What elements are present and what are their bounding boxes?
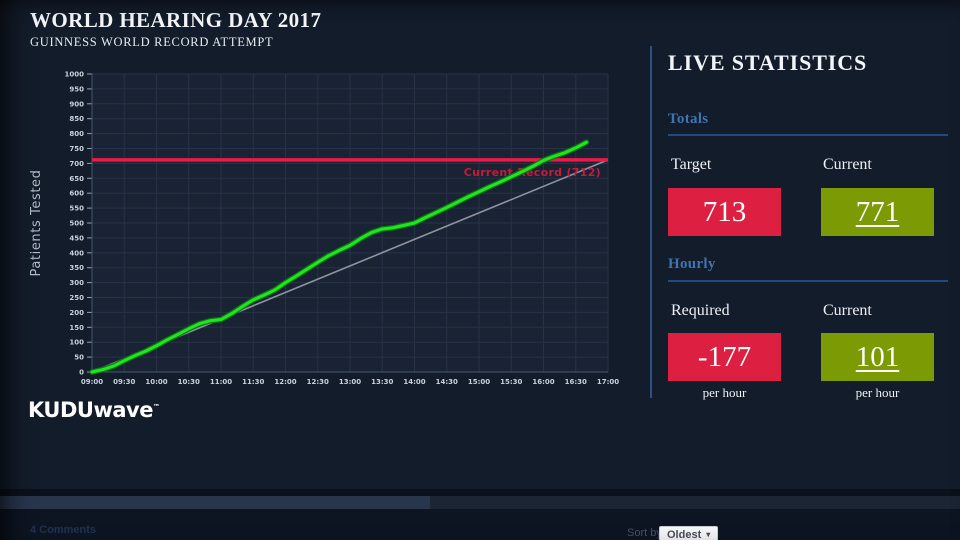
panel-divider <box>650 46 652 398</box>
totals-target-value-box: 713 <box>668 188 781 236</box>
current-record-annotation: Current Record (712) <box>464 166 601 179</box>
x-tick-label: 11:00 <box>210 378 232 386</box>
x-tick-label: 10:30 <box>178 378 200 386</box>
y-tick-label: 600 <box>69 190 84 198</box>
totals-target-value: 713 <box>702 196 747 228</box>
page-title: WORLD HEARING DAY 2017 <box>30 8 322 32</box>
hourly-required-value-box: -177 <box>668 333 781 381</box>
x-tick-label: 16:00 <box>532 378 554 386</box>
x-tick-label: 12:00 <box>274 378 296 386</box>
y-tick-label: 800 <box>69 130 84 138</box>
totals-underline <box>668 134 948 136</box>
x-tick-label: 14:00 <box>403 378 425 386</box>
x-tick-label: 09:00 <box>81 378 103 386</box>
patients-tested-line-chart: 0 50 100 150 200 250 300 350 400 450 500 550 600 650 7… <box>29 71 619 387</box>
hourly-underline <box>668 280 948 282</box>
hourly-required-label: Required <box>671 302 730 319</box>
logo-text-light: wave <box>93 398 153 422</box>
y-tick-label: 400 <box>69 249 84 257</box>
y-tick-label: 100 <box>69 339 84 347</box>
x-tick-label: 09:30 <box>113 378 135 386</box>
section-header-hourly: Hourly <box>668 256 716 272</box>
x-tick-label: 12:30 <box>307 378 329 386</box>
horizontal-scrollbar[interactable] <box>0 496 960 509</box>
y-tick-label: 0 <box>79 369 84 377</box>
x-tick-label: 10:00 <box>145 378 167 386</box>
x-tick-label: 15:30 <box>500 378 522 386</box>
logo-text-bold: KUDU <box>28 398 94 422</box>
actual-line <box>90 140 588 374</box>
x-tick-label: 13:30 <box>371 378 393 386</box>
totals-current-label: Current <box>823 156 872 173</box>
y-tick-label: 1000 <box>65 71 85 79</box>
x-tick-label: 11:30 <box>242 378 264 386</box>
y-tick-label: 950 <box>69 85 84 93</box>
hourly-required-value: -177 <box>697 341 752 373</box>
y-tick-label: 150 <box>69 324 84 332</box>
y-tick-label: 700 <box>69 160 84 168</box>
kuduwave-logo: KUDUwave™ <box>28 398 160 422</box>
y-tick-label: 300 <box>69 279 84 287</box>
totals-target-label: Target <box>671 156 712 173</box>
sort-dropdown-value: Oldest <box>667 529 702 540</box>
y-tick-label: 350 <box>69 264 84 272</box>
x-tick-label: 13:00 <box>339 378 361 386</box>
x-tick-label: 14:30 <box>436 378 458 386</box>
sort-by-label: Sort by <box>627 527 662 539</box>
hourly-current-value-box: 101 <box>821 333 934 381</box>
scrollbar-thumb[interactable] <box>0 496 430 509</box>
y-tick-label: 200 <box>69 309 84 317</box>
stats-panel-title: LIVE STATISTICS <box>668 50 868 75</box>
y-tick-label: 750 <box>69 145 84 153</box>
y-tick-label: 250 <box>69 294 84 302</box>
content-bottom-shadow <box>0 489 960 496</box>
x-tick-label: 15:00 <box>468 378 490 386</box>
x-tick-label: 17:00 <box>597 378 619 386</box>
trademark-symbol: ™ <box>152 403 160 411</box>
y-tick-label: 50 <box>74 354 84 362</box>
comments-count: 4 Comments <box>30 524 97 536</box>
y-tick-label: 450 <box>69 234 84 242</box>
sort-dropdown[interactable]: Oldest ▾ <box>659 526 719 540</box>
hourly-required-caption: per hour <box>702 385 747 400</box>
y-tick-label: 900 <box>69 100 84 108</box>
x-tick-label: 16:30 <box>565 378 587 386</box>
y-tick-label: 850 <box>69 115 84 123</box>
hourly-current-label: Current <box>823 302 872 319</box>
page-subtitle: GUINNESS WORLD RECORD ATTEMPT <box>30 35 274 49</box>
y-axis-title: Patients Tested <box>29 169 44 276</box>
comments-bar: 4 Comments Sort by Oldest ▾ <box>0 509 960 540</box>
section-header-totals: Totals <box>668 111 709 127</box>
hourly-current-caption: per hour <box>855 385 900 400</box>
y-tick-label: 650 <box>69 175 84 183</box>
totals-current-value: 771 <box>855 196 900 228</box>
hourly-current-value: 101 <box>855 341 900 373</box>
chevron-down-icon: ▾ <box>706 530 711 539</box>
totals-current-value-box: 771 <box>821 188 934 236</box>
y-tick-label: 550 <box>69 205 84 213</box>
y-tick-label: 500 <box>69 220 84 228</box>
